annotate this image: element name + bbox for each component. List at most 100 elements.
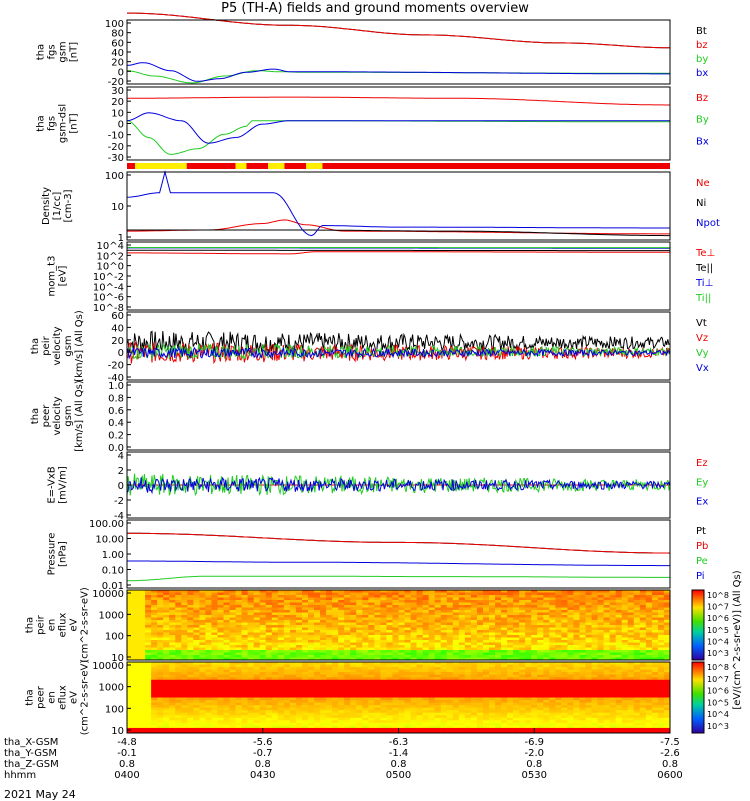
y-axis-label: eV	[69, 618, 80, 631]
legend-label-Vy: Vy	[696, 348, 709, 359]
y-tick-label: 10000	[92, 589, 124, 600]
y-axis-label: Density	[41, 187, 52, 225]
y-tick-label: 10.00	[95, 535, 124, 546]
y-axis-label: gsm	[63, 335, 74, 356]
legend-label-Pe: Pe	[696, 556, 708, 567]
y-tick-label: 1000	[99, 610, 124, 621]
legend-label-By: By	[696, 115, 709, 126]
y-axis-label: [mV/m]	[58, 466, 69, 504]
y-axis-label: fgs	[47, 44, 58, 59]
legend-label-Te||: Te||	[695, 263, 713, 274]
heatmap-cells	[127, 662, 671, 734]
y-axis-label: tha	[36, 44, 47, 60]
legend-label-Pi: Pi	[696, 571, 705, 582]
legend-label-bx: bx	[696, 68, 708, 79]
mode-flag-segment	[322, 163, 670, 169]
mode-flag-segment	[246, 163, 268, 169]
y-axis-label: [nT]	[69, 42, 80, 62]
y-tick-label: 0.6	[108, 406, 124, 417]
mode-flag-segment	[127, 163, 135, 169]
y-axis-label: [eV]	[58, 266, 69, 287]
y-axis-label: gsm-dsl	[58, 104, 69, 143]
legend-label-Bx: Bx	[696, 136, 709, 147]
colorbar-tick-label: 10^8	[707, 591, 729, 600]
legend-label-Ex: Ex	[696, 497, 708, 508]
legend-label-Vz: Vz	[696, 333, 708, 344]
y-tick-label: 20	[111, 336, 124, 347]
series-line-Bz	[127, 97, 670, 105]
y-tick-label: -30	[108, 153, 124, 164]
y-axis-label: gsm	[63, 405, 74, 426]
legend-label-Ne: Ne	[696, 178, 710, 189]
series-line-Pb	[127, 533, 670, 553]
y-axis-label: eflux	[58, 613, 69, 638]
y-tick-label: 60	[111, 311, 124, 322]
legend-label-bz: bz	[696, 40, 708, 51]
y-axis-label: en	[47, 619, 58, 632]
y-axis-label: [cm-3]	[63, 189, 74, 222]
series-line-Bx	[127, 113, 670, 143]
y-tick-label: 10	[111, 108, 124, 119]
series-line-By	[127, 121, 670, 155]
legend-label-Pt: Pt	[696, 526, 706, 537]
colorbar-tick-label: 10^4	[707, 637, 729, 646]
y-tick-label: 0	[118, 481, 124, 492]
y-tick-label: 0.8	[108, 393, 124, 404]
y-tick-label: 20	[111, 97, 124, 108]
mode-flag-segment	[306, 163, 322, 169]
legend-label-Ey: Ey	[696, 477, 708, 488]
y-tick-label: 100	[105, 171, 124, 182]
colorbar-tick-label: 10^6	[707, 614, 729, 623]
mode-flag-segment	[135, 163, 187, 169]
legend-label-Te⊥: Te⊥	[695, 248, 715, 259]
series-line-Pi	[127, 561, 670, 566]
series-line-Pe	[127, 576, 670, 581]
panel-frame	[127, 520, 670, 588]
y-tick-label: 0.2	[108, 431, 124, 442]
legend-label-Ti||: Ti||	[695, 293, 711, 304]
y-tick-label: 1.00	[102, 550, 124, 561]
series-line-Npot	[127, 172, 670, 236]
panel-frame	[127, 20, 670, 84]
y-axis-label: mom_t3	[47, 256, 58, 297]
y-axis-label: E=-VxB	[47, 466, 58, 503]
y-tick-label: 10	[111, 202, 124, 213]
legend-label-Ti⊥: Ti⊥	[695, 278, 713, 289]
mode-flag-segment	[236, 163, 247, 169]
colorbar	[692, 590, 704, 660]
y-tick-label: 30	[111, 86, 124, 97]
y-tick-label: -10	[108, 131, 124, 142]
y-tick-label: 1.0	[108, 381, 124, 392]
legend-label-Bt: Bt	[696, 26, 707, 37]
y-axis-label: tha	[30, 338, 41, 354]
y-axis-label: tha	[36, 115, 47, 131]
heatmap-cells	[127, 590, 671, 661]
y-axis-label: velocity	[52, 396, 63, 435]
y-axis-label: peer	[41, 404, 52, 428]
y-axis-label: velocity	[52, 326, 63, 365]
y-tick-label: -20	[108, 361, 124, 372]
series-line-Bt	[127, 13, 670, 48]
y-tick-label: 4	[118, 451, 124, 462]
y-tick-label: 100.00	[89, 519, 124, 530]
colorbar-tick-label: 10^5	[707, 626, 729, 635]
y-axis-label: (cm^2-s-sr-eV)	[80, 587, 91, 663]
series-line-bz	[127, 13, 670, 48]
series-line-Ni	[127, 230, 670, 236]
y-tick-label: 0.4	[108, 418, 124, 429]
colorbar-tick-label: 10^7	[707, 603, 729, 612]
y-tick-label: -2	[114, 496, 124, 507]
y-axis-label: tha	[25, 617, 36, 633]
series-line-Pt	[127, 533, 670, 553]
y-axis-label: [1/cc]	[52, 192, 63, 221]
y-tick-label: 100	[105, 632, 124, 643]
series-line-Te⊥	[127, 252, 670, 254]
mode-flag-segment	[284, 163, 306, 169]
y-axis-label: peir	[41, 335, 52, 355]
colorbar-tick-label: 10^3	[707, 649, 729, 658]
legend-label-Vx: Vx	[696, 363, 709, 374]
mode-flag-segment	[187, 163, 236, 169]
y-axis-label: fgs	[47, 116, 58, 131]
legend-label-Ez: Ez	[696, 458, 708, 469]
